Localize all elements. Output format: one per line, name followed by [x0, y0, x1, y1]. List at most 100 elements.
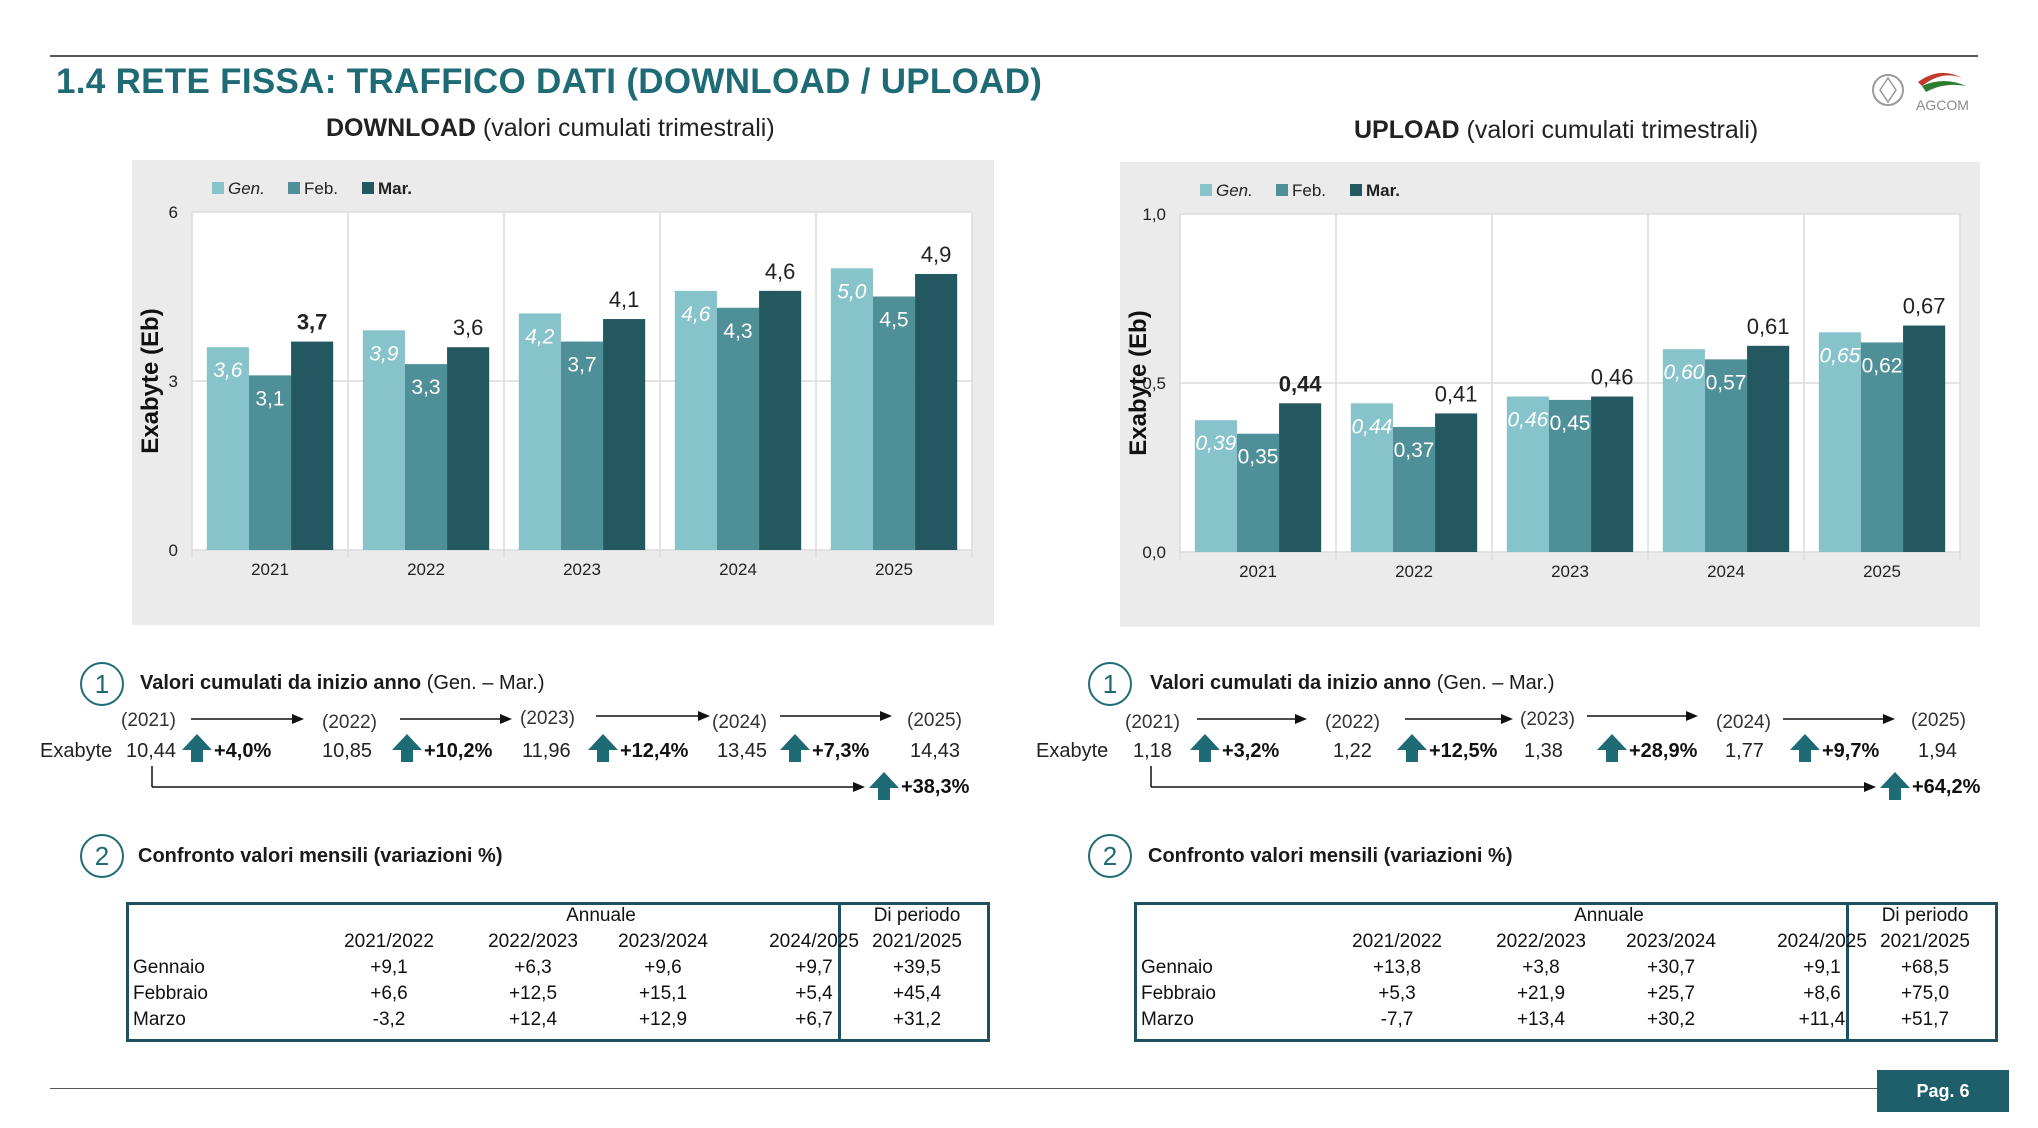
- download-chart: 0 3 6 Exabyte (Eb) 2021 3,6 3,1 3,7 2022 3,9 3,3 3,…: [137, 179, 973, 579]
- download-title-bold: DOWNLOAD: [326, 114, 476, 142]
- table-cell: +5,4: [795, 983, 833, 1004]
- ytd-value: 11,96: [522, 740, 571, 762]
- upload-bar-feb: [1860, 342, 1904, 552]
- table-header-period: Di periodo: [1881, 905, 1969, 926]
- ytd-total-change: +38,3%: [901, 776, 970, 798]
- upload-data-label: 0,37: [1394, 439, 1435, 462]
- table-column-header: 2021/2022: [1352, 931, 1442, 952]
- upload-bar-mar: [1591, 396, 1634, 552]
- upload-data-label: 0,46: [1507, 409, 1548, 432]
- ytd-flow-arrow: [1587, 709, 1698, 728]
- download-bar-gen: [674, 290, 717, 550]
- table-cell: +12,9: [638, 1009, 688, 1030]
- table-column-header: 2021/2022: [344, 931, 434, 952]
- upload-data-label: 0,65: [1819, 344, 1860, 367]
- download-legend-swatch: [362, 182, 374, 194]
- table-row-label: Marzo: [1141, 1009, 1194, 1030]
- download-data-label: 4,9: [921, 242, 952, 267]
- ytd-year-label: (2025): [1911, 710, 1966, 731]
- ytd-value: 1,38: [1524, 740, 1563, 762]
- upload-data-label: 0,44: [1279, 371, 1323, 396]
- download-data-label: 3,9: [369, 342, 399, 365]
- table-row-label: Gennaio: [133, 957, 205, 978]
- increase-arrow-icon: [1597, 734, 1627, 767]
- table-divider: [1846, 905, 1849, 1039]
- table-cell: +31,2: [892, 1009, 942, 1030]
- upload-bar-mar: [1747, 345, 1790, 552]
- download-bar-gen: [518, 313, 561, 550]
- download-bar-mar: [759, 290, 802, 550]
- ytd-value: 1,18: [1133, 740, 1172, 762]
- table-cell: +13,4: [1516, 1009, 1566, 1030]
- table-cell: +12,5: [508, 983, 558, 1004]
- upload-x-tick-label: 2023: [1551, 562, 1589, 581]
- table-divider: [838, 905, 841, 1039]
- increase-arrow-icon: [588, 734, 618, 767]
- download-data-label: 3,7: [567, 354, 596, 377]
- ytd-total-change: +64,2%: [1912, 776, 1981, 798]
- ytd-change: +4,0%: [214, 740, 272, 762]
- ytd-year-label: (2025): [907, 710, 962, 731]
- ytd-year-label: (2021): [121, 710, 176, 731]
- upload-y-axis-label: Exabyte (Eb): [1125, 310, 1152, 455]
- download-legend-label: Mar.: [378, 179, 412, 198]
- ytd-value: 10,85: [322, 740, 373, 762]
- upload-data-label: 0,41: [1435, 381, 1478, 406]
- upload-y-tick-label: 0,0: [1142, 543, 1166, 562]
- upload-legend-swatch: [1276, 184, 1288, 196]
- download-data-label: 4,1: [609, 287, 640, 312]
- increase-arrow-icon: [869, 772, 899, 805]
- upload-data-label: 0,44: [1351, 415, 1392, 438]
- page-number: Pag. 6: [1877, 1070, 2009, 1112]
- ytd-year-label: (2023): [1520, 709, 1575, 730]
- ytd-value: 1,22: [1333, 740, 1372, 762]
- upload-data-label: 0,46: [1591, 365, 1634, 390]
- upload-x-tick-label: 2025: [1863, 562, 1901, 581]
- download-x-tick-label: 2022: [407, 560, 445, 579]
- table-cell: +13,8: [1372, 957, 1422, 978]
- bottom-rule: [50, 1088, 1910, 1089]
- upload-data-label: 0,67: [1903, 294, 1946, 319]
- download-y-axis-label: Exabyte (Eb): [137, 308, 164, 453]
- download-data-label: 4,6: [765, 259, 796, 284]
- ytd-change: +9,7%: [1822, 740, 1880, 762]
- table-cell: +15,1: [638, 983, 688, 1004]
- table-cell: +75,0: [1900, 983, 1950, 1004]
- upload-bar-mar: [1279, 403, 1322, 552]
- table-row-label: Gennaio: [1141, 957, 1213, 978]
- ytd-flow-arrow: [1197, 712, 1307, 731]
- section-1-badge: 1: [80, 662, 124, 706]
- upload-title-bold: UPLOAD: [1354, 116, 1460, 144]
- download-bar-feb: [560, 341, 604, 550]
- agcom-logo: AGCOM: [1870, 60, 1990, 120]
- increase-arrow-icon: [1790, 734, 1820, 767]
- upload-data-label: 0,61: [1747, 314, 1790, 339]
- download-legend-swatch: [288, 182, 300, 194]
- ytd-flow-arrow: [400, 712, 512, 731]
- ytd-flow-arrow: [191, 712, 304, 731]
- upload-bar-gen: [1818, 332, 1861, 552]
- upload-bar-gen: [1662, 349, 1705, 552]
- download-bar-gen: [206, 347, 249, 550]
- table-cell: +6,3: [514, 957, 552, 978]
- table-cell: +9,1: [370, 957, 408, 978]
- upload-data-label: 0,45: [1550, 412, 1591, 435]
- download-bar-feb: [404, 364, 448, 550]
- download-data-label: 3,7: [297, 310, 328, 335]
- upload-ytd-title: Valori cumulati da inizio anno (Gen. – M…: [1150, 672, 1555, 694]
- upload-y-tick-label: 0,5: [1142, 374, 1166, 393]
- download-chart-panel: 0 3 6 Exabyte (Eb) 2021 3,6 3,1 3,7 2022 3,9 3,3 3,…: [132, 160, 994, 625]
- ytd-year-label: (2024): [1716, 712, 1771, 733]
- download-bar-feb: [248, 375, 292, 550]
- download-y-tick-label: 0: [169, 541, 178, 560]
- ytd-change: +28,9%: [1629, 740, 1698, 762]
- upload-legend-swatch: [1350, 184, 1362, 196]
- upload-bar-feb: [1392, 426, 1436, 552]
- upload-data-label: 0,62: [1862, 354, 1903, 377]
- ytd-change: +3,2%: [1222, 740, 1280, 762]
- upload-bar-feb: [1236, 433, 1280, 552]
- table-cell: +11,4: [1798, 1009, 1846, 1030]
- download-data-label: 5,0: [837, 280, 867, 303]
- table-cell: +39,5: [892, 957, 942, 978]
- table-cell: +21,9: [1516, 983, 1566, 1004]
